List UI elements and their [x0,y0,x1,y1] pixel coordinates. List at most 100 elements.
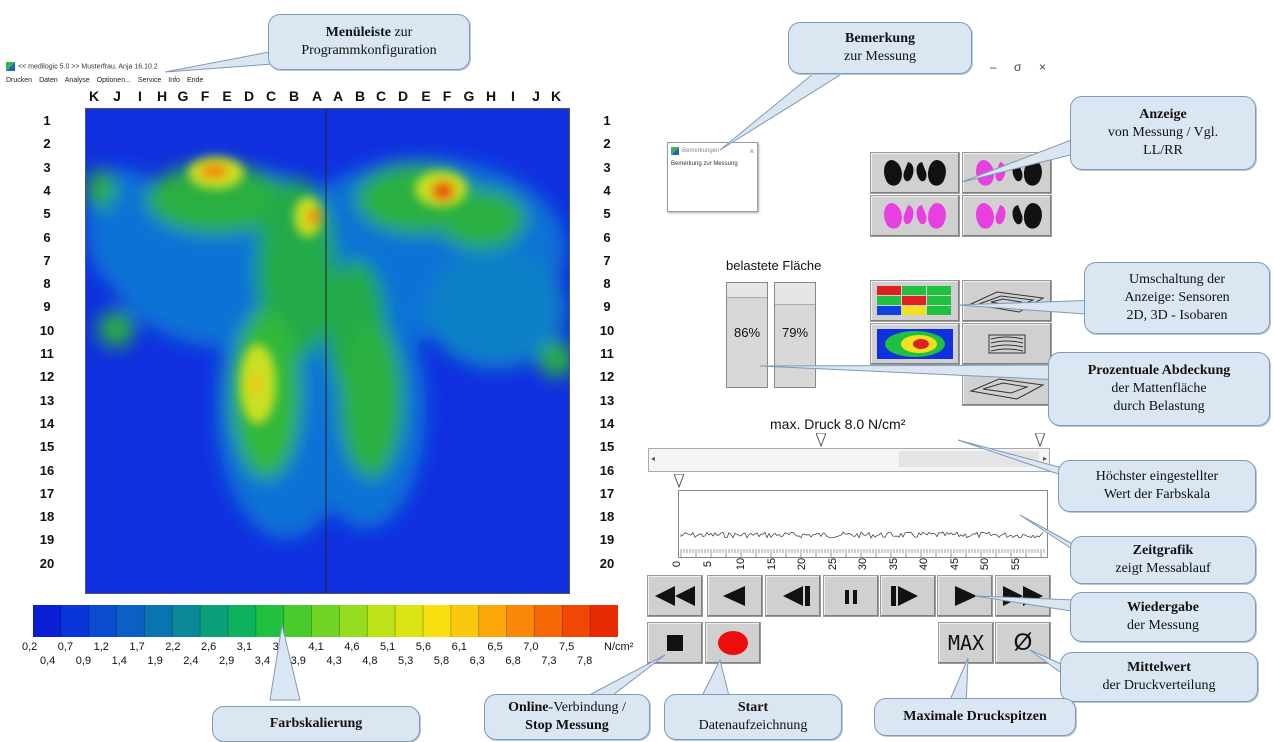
compare-ll-button[interactable] [870,195,960,237]
row-label-right: 2 [603,136,611,152]
play-icon [955,586,977,606]
scroll-left-icon[interactable]: ◂ [651,454,656,463]
row-label-left: 6 [43,229,51,245]
row-label-right: 13 [599,392,615,408]
menu-item[interactable]: Analyse [64,77,90,84]
compare-rr-button[interactable] [962,195,1052,237]
remark-dialog[interactable]: Bemerkungen × Bemerkung zur Messung [667,142,758,212]
color-scale-label-bottom: 0,4 [40,655,56,667]
close-button[interactable]: × [1039,60,1047,74]
max-pressure-label: max. Druck 8.0 N/cm² [770,416,906,432]
column-label: H [485,88,497,104]
row-label-right: 8 [603,276,611,292]
column-label: G [177,88,189,104]
color-scale-swatch [423,605,452,637]
menu-item[interactable]: Optionen... [96,77,131,84]
max-peaks-button[interactable]: MAX [938,622,994,664]
isobar-2d-button[interactable] [870,323,960,365]
color-scale-label-top: 4,1 [308,641,324,653]
scale-slider-handle[interactable] [815,432,827,452]
menu-item[interactable]: Daten [39,77,58,84]
time-cursor[interactable] [673,473,685,493]
menu-item[interactable]: Service [137,77,162,84]
row-label-left: 15 [39,439,55,455]
view-both-feet-button[interactable] [870,152,960,194]
column-label: J [532,88,540,104]
row-label-right: 16 [599,462,615,478]
color-scale-swatch [367,605,396,637]
color-scale-label-bottom: 6,8 [505,655,521,667]
step-forward-button[interactable] [880,575,936,617]
color-scale-label-bottom: 2,9 [219,655,235,667]
start-record-button[interactable] [705,622,761,664]
row-label-left: 20 [39,555,55,571]
color-scale-swatch [339,605,368,637]
color-scale-label-top: 5,6 [415,641,432,653]
menu-item[interactable]: Ende [186,77,204,84]
callout-timegraph: Zeitgrafik zeigt Messablauf [1070,536,1256,584]
row-label-left: 10 [39,322,55,338]
color-scale-swatch [172,605,201,637]
view-3d-button[interactable] [962,280,1052,322]
color-scale-swatch [144,605,173,637]
color-scale-label-bottom: 5,8 [433,655,450,667]
scale-max-handle[interactable] [1034,432,1046,452]
column-label: H [156,88,168,104]
color-scale-swatch [450,605,480,637]
row-label-right: 11 [600,346,614,361]
callout-remark: Bemerkung zur Messung [788,22,972,74]
feet-black-icon [884,160,946,186]
callout-display: Anzeige von Messung / Vgl. LL/RR [1070,96,1256,170]
column-label: I [138,88,142,104]
isobar-3d-button[interactable] [962,323,1052,365]
color-scale-unit: N/cm² [604,641,634,653]
menu-item[interactable]: Drucken [6,77,33,84]
loaded-area-left-bar: 86% [726,282,768,388]
column-label: C [375,88,387,104]
color-scale-swatch [228,605,257,637]
color-scale-swatch [478,605,508,637]
pause-button[interactable] [823,575,879,617]
column-label: D [397,88,409,104]
restore-button[interactable]: σ [1014,60,1022,74]
callout-menu: Menüleiste zur Programmkonfiguration [268,14,470,70]
rewind-button[interactable] [647,575,703,617]
callout-switch: Umschaltung der Anzeige: Sensoren 2D, 3D -… [1084,262,1270,334]
time-graph[interactable] [678,490,1048,558]
column-label: K [88,88,100,104]
color-scale-swatch [200,605,229,637]
color-scale-label-bottom: 3,9 [290,655,306,667]
pressure-map[interactable] [85,108,570,594]
row-label-left: 16 [39,462,55,478]
step-back-button[interactable] [765,575,821,617]
pause-icon [845,590,857,604]
loaded-area-right-value: 79% [781,325,809,340]
row-label-right: 7 [603,252,611,268]
online-stop-button[interactable] [647,622,703,664]
row-label-left: 14 [39,415,55,431]
play-button[interactable] [937,575,993,617]
color-scale-label-top: 3,1 [236,641,253,653]
minimize-button[interactable]: – [990,60,997,74]
play-back-button[interactable] [707,575,763,617]
fast-forward-button[interactable] [995,575,1051,617]
sensor-2d-button[interactable] [870,280,960,322]
color-scale-swatch [60,605,90,637]
scroll-right-icon[interactable]: ▸ [1042,454,1047,463]
row-label-left: 17 [39,485,55,501]
sensor-grid-icon [877,286,951,315]
menu-item[interactable]: Info [168,77,180,84]
rewind-icon [655,586,695,606]
color-scale-swatch [562,605,591,637]
window-title: << medilogic 5.0 >> Musterfrau, Anja 16.… [6,62,158,71]
row-label-right: 3 [603,159,611,175]
record-icon [718,631,748,655]
color-scale-label-top: 1,7 [129,641,145,653]
row-label-left: 7 [43,252,51,268]
remark-dialog-text[interactable]: Bemerkung zur Messung [671,161,738,167]
color-scale-label-bottom: 4,3 [326,655,342,667]
color-scale-label-bottom: 1,4 [111,655,127,667]
loaded-area-right-bar: 79% [774,282,816,388]
row-label-right: 18 [599,509,615,525]
remark-dialog-close-icon[interactable]: × [749,146,754,156]
